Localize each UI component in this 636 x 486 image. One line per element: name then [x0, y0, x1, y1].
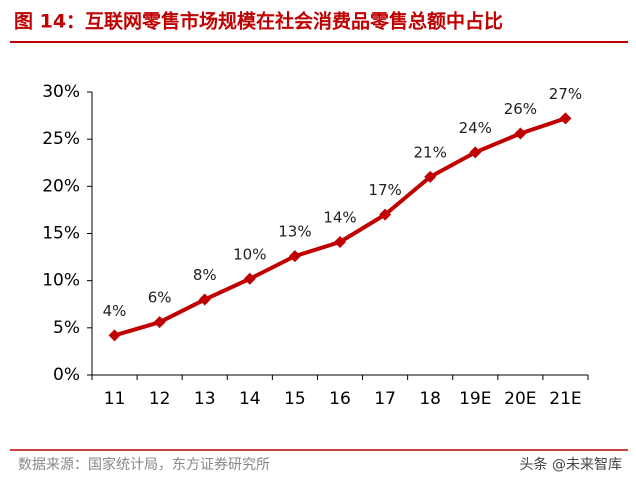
marker: [559, 112, 572, 125]
x-tick-label: 14: [239, 389, 261, 409]
x-tick-label: 15: [284, 389, 306, 409]
value-label: 27%: [549, 85, 582, 103]
y-tick-label: 5%: [53, 318, 80, 338]
value-label: 13%: [278, 223, 311, 241]
marker: [153, 316, 166, 329]
marker: [514, 127, 527, 140]
value-label: 26%: [504, 100, 537, 118]
watermark: 头条 @未来智库: [520, 456, 622, 473]
source-note: 数据来源：国家统计局，东方证券研究所: [18, 456, 270, 473]
y-tick-label: 10%: [42, 271, 80, 291]
marker: [108, 329, 121, 342]
value-label: 17%: [368, 181, 401, 199]
x-tick-label: 20E: [504, 389, 536, 409]
x-tick-label: 17: [374, 389, 396, 409]
chart-title: 图 14：互联网零售市场规模在社会消费品零售总额中占比: [14, 10, 503, 33]
value-label: 14%: [323, 208, 356, 226]
marker: [243, 272, 256, 285]
value-label: 24%: [459, 119, 492, 137]
marker: [469, 146, 482, 159]
marker: [288, 250, 301, 263]
x-tick-label: 18: [419, 389, 441, 409]
value-label: 21%: [414, 143, 447, 161]
y-tick-label: 15%: [42, 224, 80, 244]
y-tick-label: 30%: [42, 82, 80, 102]
value-label: 10%: [233, 245, 266, 263]
x-tick-label: 16: [329, 389, 351, 409]
value-label: 4%: [103, 302, 127, 320]
marker: [334, 235, 346, 248]
y-tick-label: 20%: [42, 176, 80, 196]
x-tick-label: 13: [194, 389, 216, 409]
x-tick-label: 12: [149, 389, 171, 409]
marker: [424, 170, 437, 183]
value-label: 6%: [148, 289, 172, 307]
y-tick-label: 0%: [53, 365, 80, 385]
value-label: 8%: [193, 266, 217, 284]
x-tick-label: 19E: [459, 389, 491, 409]
x-tick-label: 11: [104, 389, 126, 409]
marker: [379, 208, 392, 221]
x-tick-label: 21E: [549, 389, 581, 409]
marker: [198, 293, 211, 306]
y-tick-label: 25%: [42, 129, 80, 149]
